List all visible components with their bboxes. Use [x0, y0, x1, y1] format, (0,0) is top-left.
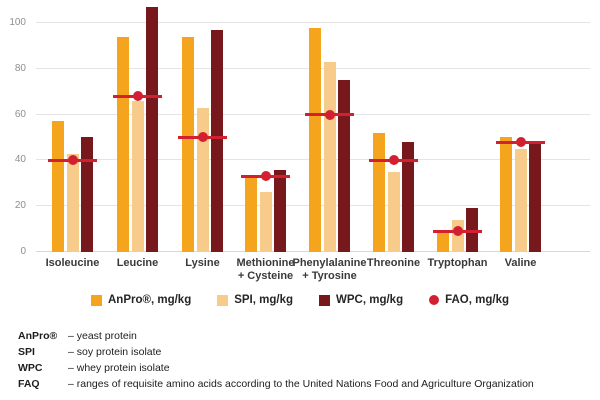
bar-anpro-threonine	[373, 132, 385, 252]
legend-swatch-fao-dot-icon	[429, 295, 440, 305]
footnote-description: – ranges of requisite amino acids accord…	[68, 378, 534, 390]
bar-group-methionine	[241, 0, 290, 252]
bar-anpro-leucine	[117, 36, 129, 252]
legend-item-wpc: WPC, mg/kg	[319, 294, 403, 306]
gridline-100	[36, 21, 590, 23]
y-tick-label-40: 40	[14, 154, 26, 166]
y-tick-label-60: 60	[14, 108, 26, 120]
legend: AnPro®, mg/kg SPI, mg/kg WPC, mg/kg FAO, mg…	[0, 294, 600, 306]
x-axis-label-threonine: Threonine	[366, 257, 421, 269]
bar-wpc-threonine	[402, 142, 414, 252]
fao-marker-dot-methionine	[260, 171, 271, 182]
bar-wpc-methionine	[274, 169, 286, 252]
y-tick-label-80: 80	[14, 62, 26, 74]
bar-wpc-isoleucine	[81, 137, 93, 252]
x-axis-label-valine: Valine	[504, 257, 537, 269]
bar-anpro-phenylalanine	[309, 27, 321, 252]
x-axis-label-leucine: Leucine	[116, 257, 159, 269]
footnote-term: FAQ	[18, 378, 40, 390]
bar-spi-methionine	[259, 192, 272, 252]
x-axis-label-methionine: Methionine + Cysteine	[236, 257, 295, 282]
x-axis-label-isoleucine: Isoleucine	[45, 257, 100, 269]
footnote-description: – soy protein isolate	[68, 346, 162, 358]
bar-group-threonine	[369, 0, 418, 252]
y-axis: 0 20 40 60 80 100	[0, 0, 26, 257]
legend-swatch-wpc-square-icon	[319, 294, 331, 306]
footnote-row-faq: FAQ – ranges of requisite amino acids acc…	[18, 376, 596, 392]
footnote-term: AnPro®	[18, 330, 58, 342]
bar-anpro-lysine	[182, 36, 194, 252]
bar-anpro-valine	[500, 137, 512, 252]
bar-spi-lysine	[196, 107, 209, 252]
fao-marker-dot-phenylalanine	[324, 109, 335, 120]
bar-group-tryptophan	[433, 0, 482, 252]
bar-spi-threonine	[387, 171, 400, 252]
legend-item-anpro: AnPro®, mg/kg	[90, 294, 192, 306]
x-axis-label-tryptophan: Tryptophan	[427, 257, 488, 269]
y-tick-label-100: 100	[9, 16, 26, 28]
bar-spi-isoleucine	[66, 153, 79, 252]
legend-label: FAO, mg/kg	[445, 294, 510, 306]
x-axis-label-lysine: Lysine	[185, 257, 220, 269]
fao-marker-dot-leucine	[132, 91, 143, 102]
y-tick-label-0: 0	[20, 246, 26, 257]
fao-marker-dot-lysine	[197, 132, 208, 143]
bar-group-phenylalanine	[305, 0, 354, 252]
footnote-description: – whey protein isolate	[68, 362, 170, 374]
x-axis-label-phenylalanine: Phenylalanine + Tyrosine	[292, 257, 367, 282]
bar-spi-phenylalanine	[323, 61, 336, 252]
bar-group-lysine	[178, 0, 227, 252]
fao-marker-dot-tryptophan	[452, 226, 463, 237]
bar-anpro-isoleucine	[52, 121, 64, 252]
footnote-row-anpro: AnPro® – yeast protein	[18, 328, 596, 344]
bar-spi-valine	[514, 148, 527, 252]
legend-item-spi: SPI, mg/kg	[217, 294, 293, 306]
fao-marker-dot-threonine	[388, 155, 399, 166]
bar-wpc-valine	[529, 142, 541, 252]
footnotes: AnPro® – yeast protein SPI – soy protein is…	[18, 328, 596, 392]
bar-group-leucine	[113, 0, 162, 252]
legend-swatch-anpro-square-icon	[90, 294, 102, 306]
footnote-term: SPI	[18, 346, 35, 358]
bar-spi-leucine	[131, 100, 144, 252]
bar-wpc-phenylalanine	[338, 80, 350, 252]
bar-anpro-methionine	[245, 176, 257, 252]
plot-area	[36, 0, 590, 252]
fao-marker-dot-valine	[515, 137, 526, 148]
fao-marker-dot-isoleucine	[67, 155, 78, 166]
legend-label: SPI, mg/kg	[234, 294, 294, 306]
legend-label: WPC, mg/kg	[336, 294, 404, 306]
legend-swatch-spi-square-icon	[217, 294, 229, 306]
footnote-row-spi: SPI – soy protein isolate	[18, 344, 596, 360]
footnote-description: – yeast protein	[68, 330, 137, 342]
legend-item-fao: FAO, mg/kg	[429, 294, 509, 306]
bar-wpc-leucine	[146, 6, 158, 252]
bar-wpc-lysine	[211, 29, 223, 252]
footnote-row-wpc: WPC – whey protein isolate	[18, 360, 596, 376]
footnote-term: WPC	[18, 362, 43, 374]
bar-group-valine	[496, 0, 545, 252]
legend-label: AnPro®, mg/kg	[107, 294, 192, 306]
y-tick-label-20: 20	[14, 200, 26, 212]
bar-anpro-tryptophan	[437, 231, 449, 252]
bar-group-isoleucine	[48, 0, 97, 252]
